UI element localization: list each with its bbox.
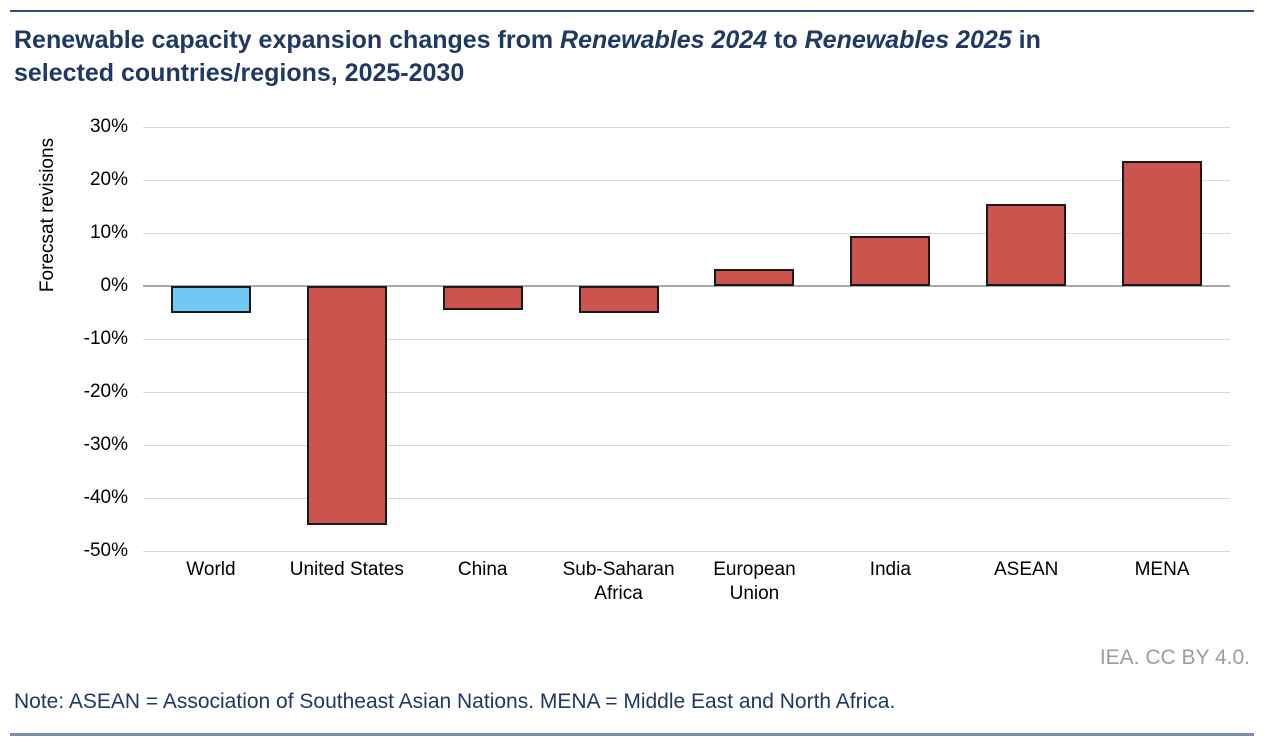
x-tick-label: India bbox=[869, 559, 911, 580]
x-tick-label: MENA bbox=[1134, 559, 1190, 580]
gridline bbox=[143, 180, 1230, 181]
gridline bbox=[143, 127, 1230, 128]
gridline bbox=[143, 498, 1230, 499]
y-tick-label: 0% bbox=[100, 275, 128, 296]
chart-title-line: selected countries/regions, 2025-2030 bbox=[14, 57, 1250, 90]
title-segment: selected countries/regions, 2025-2030 bbox=[14, 59, 465, 87]
x-tick-label: China bbox=[457, 559, 508, 580]
attribution-text: IEA. CC BY 4.0. bbox=[1099, 646, 1250, 669]
bar-asean bbox=[986, 203, 1067, 286]
x-tick-label: United States bbox=[289, 559, 404, 580]
x-tick-label: World bbox=[186, 559, 236, 580]
x-tick-label: Sub-Saharan Africa bbox=[562, 559, 675, 604]
top-rule bbox=[10, 10, 1254, 12]
bar-european-union bbox=[714, 268, 795, 286]
y-tick-label: 10% bbox=[89, 222, 128, 243]
bar-china bbox=[442, 286, 523, 310]
zero-gridline bbox=[143, 285, 1230, 287]
bar-mena bbox=[1122, 161, 1203, 286]
note-text: Note: ASEAN = Association of Southeast A… bbox=[14, 690, 896, 713]
x-tick-label: ASEAN bbox=[993, 559, 1059, 580]
bar-sub-saharan-africa bbox=[578, 286, 659, 313]
gridline bbox=[143, 445, 1230, 446]
bar-united-states bbox=[306, 286, 387, 525]
title-segment: in bbox=[1011, 26, 1041, 54]
title-segment: to bbox=[767, 26, 805, 54]
y-tick-label: -10% bbox=[83, 328, 128, 349]
title-segment-italic: Renewables 2024 bbox=[560, 26, 768, 54]
chart-title: Renewable capacity expansion changes fro… bbox=[14, 24, 1250, 90]
y-tick-label: 20% bbox=[89, 169, 128, 190]
title-segment: Renewable capacity expansion changes fro… bbox=[14, 26, 561, 54]
title-segment-italic: Renewables 2025 bbox=[804, 26, 1012, 54]
y-tick-label: -20% bbox=[83, 381, 128, 402]
chart-title-line: Renewable capacity expansion changes fro… bbox=[14, 24, 1250, 57]
gridline bbox=[143, 339, 1230, 340]
y-tick-label: -50% bbox=[83, 540, 128, 561]
y-tick-label: -30% bbox=[83, 434, 128, 455]
gridline bbox=[143, 551, 1230, 552]
y-tick-label: -40% bbox=[83, 487, 128, 508]
bottom-rule bbox=[10, 733, 1254, 736]
bar-world bbox=[170, 286, 251, 313]
gridline bbox=[143, 392, 1230, 393]
y-tick-label: 30% bbox=[89, 116, 128, 137]
bar-india bbox=[850, 236, 931, 286]
x-tick-label: European Union bbox=[713, 559, 796, 604]
gridline bbox=[143, 233, 1230, 234]
